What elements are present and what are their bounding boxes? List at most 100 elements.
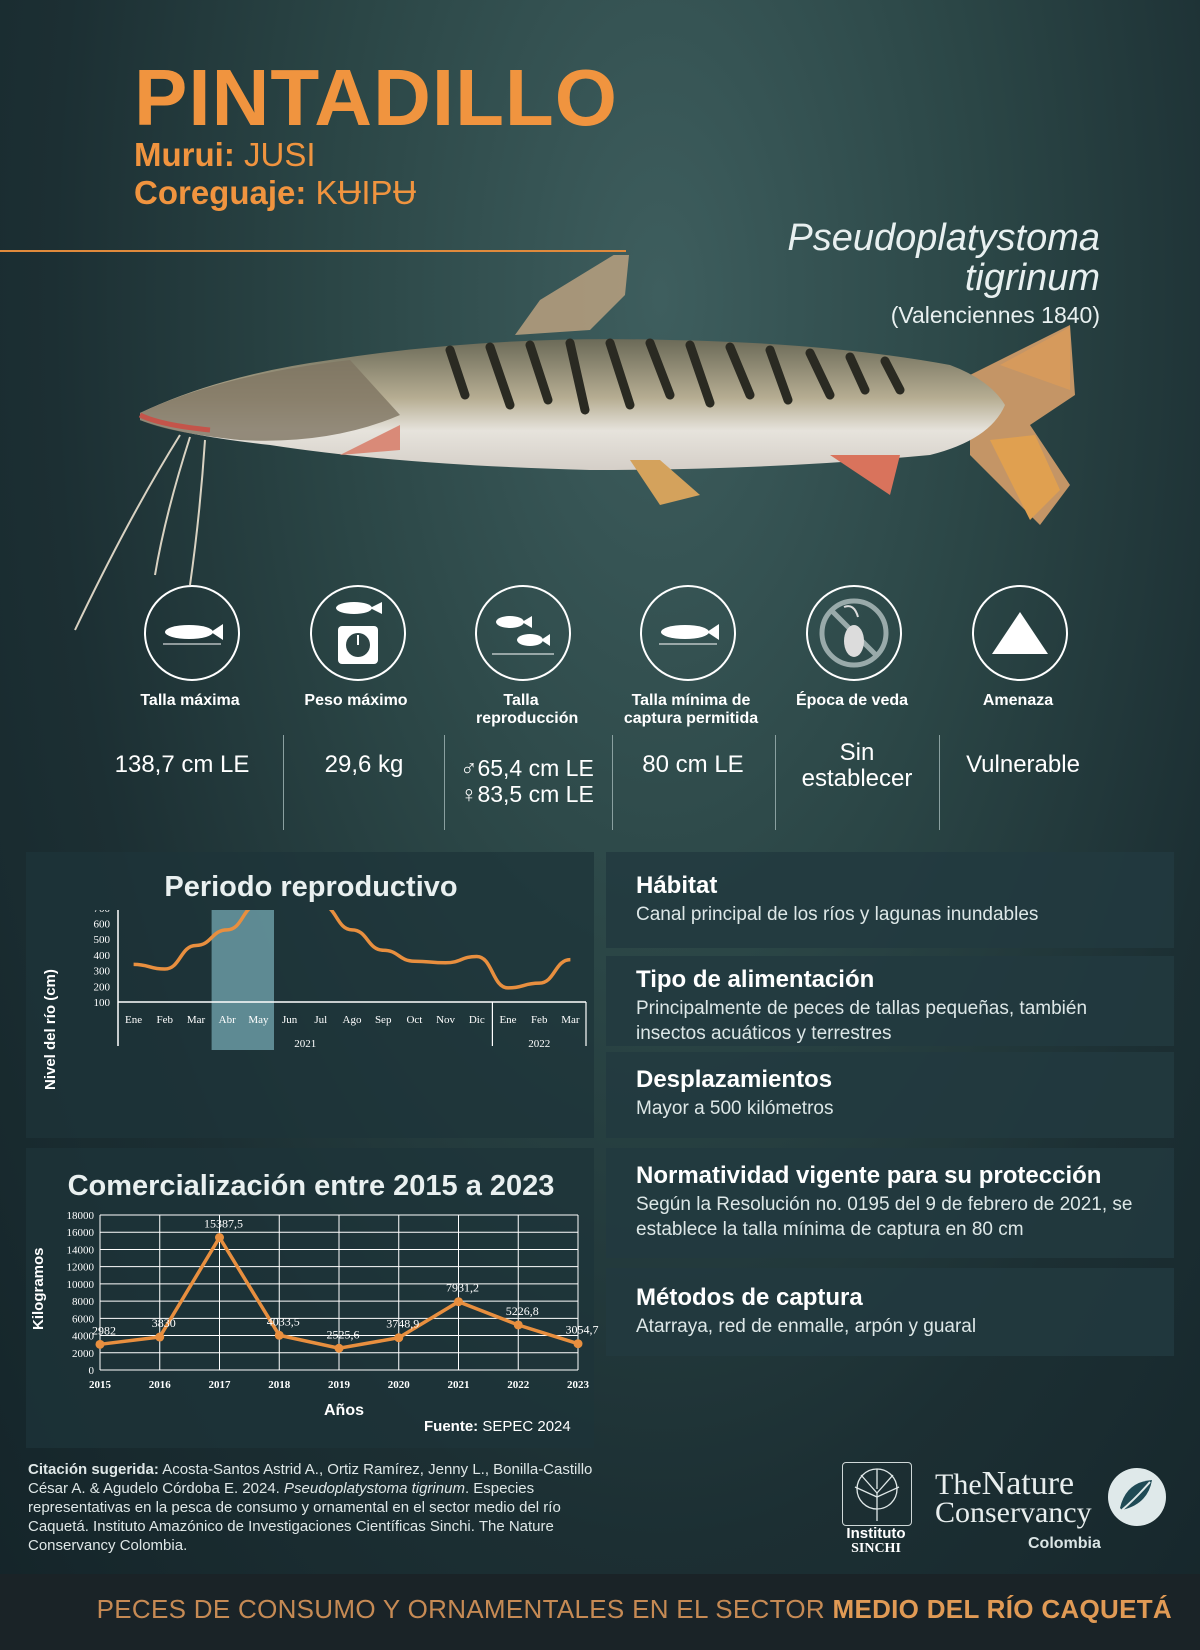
citation: Citación sugerida: Acosta-Santos Astrid … xyxy=(28,1461,593,1554)
x-tick-label: 2021 xyxy=(448,1379,470,1391)
species-author: (Valenciennes 1840) xyxy=(890,302,1100,328)
title-divider xyxy=(0,250,626,252)
fish-scale-icon xyxy=(310,585,406,681)
divider xyxy=(939,735,940,830)
data-label: 3748,9 xyxy=(386,1317,419,1331)
data-point xyxy=(573,1339,583,1349)
tnc-leaf-icon xyxy=(1108,1468,1166,1526)
threat-triangle-icon xyxy=(972,585,1068,681)
x-tick-label: Jul xyxy=(314,1014,327,1026)
data-point xyxy=(334,1343,344,1353)
stat-label-epoca-veda: Época de veda xyxy=(795,692,909,709)
y-tick-label: 14000 xyxy=(67,1244,95,1256)
tnc-logo-text: TheNature Conservancy xyxy=(935,1465,1092,1529)
no-fishing-icon xyxy=(806,585,902,681)
footer-bar xyxy=(0,1574,1200,1650)
x-tick-label: 2020 xyxy=(388,1379,411,1391)
x-tick-label: Dic xyxy=(469,1014,485,1026)
divider xyxy=(775,735,776,830)
x-tick-label: May xyxy=(248,1014,269,1026)
x-tick-label: Mar xyxy=(561,1014,580,1026)
commerce-chart-panel xyxy=(26,1148,594,1448)
y-tick-label: 700 xyxy=(94,910,111,915)
info-panel-habitat: Hábitat Canal principal de los ríos y lag… xyxy=(606,852,1174,948)
stat-label-amenaza: Amenaza xyxy=(982,692,1054,709)
data-label: 7931,2 xyxy=(446,1281,479,1295)
data-label: 2982 xyxy=(92,1323,116,1337)
x-tick-label: 2023 xyxy=(567,1379,590,1391)
data-point xyxy=(454,1297,463,1307)
repro-line-chart: 100 200 300 400 500 600 700 Ene Feb Mar Abr May Jun J… xyxy=(94,910,587,1050)
commerce-y-axis-label: Kilogramos xyxy=(30,1247,47,1330)
divider xyxy=(444,735,445,830)
data-point xyxy=(215,1232,224,1242)
fish-ruler-icon xyxy=(144,585,240,681)
y-tick-label: 400 xyxy=(94,950,111,962)
commerce-chart-title: Comercialización entre 2015 a 2023 xyxy=(67,1170,555,1202)
stat-value-talla-minima: 80 cm LE xyxy=(642,751,744,778)
y-tick-label: 8000 xyxy=(72,1296,95,1308)
x-tick-label: Oct xyxy=(406,1014,422,1026)
stat-label-talla-minima: Talla mínima de captura permitida xyxy=(623,692,759,727)
stat-value-talla-reproduccion: ♂65,4 cm LE ♀83,5 cm LE xyxy=(460,755,594,807)
y-tick-label: 10000 xyxy=(67,1279,95,1291)
data-label: 4033,5 xyxy=(267,1314,300,1328)
data-label: 5226,8 xyxy=(506,1304,539,1318)
y-tick-label: 6000 xyxy=(72,1313,95,1325)
x-tick-label: Abr xyxy=(219,1014,236,1026)
y-tick-label: 18000 xyxy=(67,1210,95,1222)
repro-chart-panel xyxy=(26,852,594,1138)
data-point xyxy=(513,1320,523,1330)
data-label: 3830 xyxy=(152,1316,176,1330)
info-panel-metodos: Métodos de captura Atarraya, red de enmal… xyxy=(606,1268,1174,1356)
repro-y-axis-label: Nivel del río (cm) xyxy=(42,969,59,1090)
stat-value-epoca-veda: Sin establecer xyxy=(801,739,913,792)
x-tick-label: Feb xyxy=(531,1014,548,1026)
stat-value-talla-maxima: 138,7 cm LE xyxy=(114,751,250,778)
x-tick-label: 2018 xyxy=(268,1379,291,1391)
x-tick-label: Ene xyxy=(125,1014,142,1026)
catfish-illustration xyxy=(74,255,1075,631)
divider xyxy=(283,735,284,830)
footer-text: PECES DE CONSUMO Y ORNAMENTALES EN EL SE… xyxy=(96,1594,1172,1624)
stat-value-amenaza: Vulnerable xyxy=(966,751,1080,778)
y-tick-label: 200 xyxy=(94,981,111,993)
river-level-line xyxy=(133,910,571,990)
year-label: 2022 xyxy=(528,1038,550,1050)
two-fish-icon xyxy=(475,585,571,681)
scientific-name: Pseudoplatystoma tigrinum xyxy=(787,217,1100,299)
fish-minimum-icon xyxy=(640,585,736,681)
info-panel-normatividad: Normatividad vigente para su protección S… xyxy=(606,1148,1174,1258)
info-panel-alimentacion: Tipo de alimentación Principalmente de pe… xyxy=(606,956,1174,1046)
commerce-line-chart: 0 2000 4000 6000 8000 10000 12000 14000 16000 180… xyxy=(67,1210,599,1391)
divider xyxy=(612,735,613,830)
tnc-country: Colombia xyxy=(1028,1535,1101,1552)
x-tick-label: 2022 xyxy=(507,1379,530,1391)
x-tick-label: 2017 xyxy=(209,1379,232,1391)
y-tick-label: 100 xyxy=(94,997,111,1009)
stat-label-peso-maximo: Peso máximo xyxy=(304,692,408,709)
stat-label-talla-reproduccion: Talla reproducción xyxy=(476,692,579,727)
x-tick-label: Mar xyxy=(187,1014,206,1026)
y-tick-label: 12000 xyxy=(67,1262,95,1274)
stat-value-peso-maximo: 29,6 kg xyxy=(324,751,404,778)
y-tick-label: 2000 xyxy=(72,1348,95,1360)
x-tick-label: Jun xyxy=(282,1014,298,1026)
x-tick-label: Nov xyxy=(436,1014,455,1026)
page-title: PINTADILLO xyxy=(134,53,619,142)
year-label: 2021 xyxy=(294,1038,316,1050)
data-point xyxy=(394,1333,404,1343)
murui-name: Murui: JUSI xyxy=(134,136,316,173)
data-point xyxy=(274,1330,284,1340)
x-tick-label: Feb xyxy=(157,1014,174,1026)
x-tick-label: Ene xyxy=(499,1014,516,1026)
data-label: 15387,5 xyxy=(204,1216,243,1230)
repro-chart-title: Periodo reproductivo xyxy=(164,871,458,903)
x-tick-label: Sep xyxy=(375,1014,392,1026)
y-tick-label: 600 xyxy=(94,919,111,931)
y-tick-label: 500 xyxy=(94,934,111,946)
x-tick-label: 2015 xyxy=(89,1379,112,1391)
commerce-x-axis-label: Años xyxy=(324,1402,364,1419)
info-panel-desplazamientos: Desplazamientos Mayor a 500 kilómetros xyxy=(606,1052,1174,1138)
data-label: 2525,6 xyxy=(327,1327,360,1341)
